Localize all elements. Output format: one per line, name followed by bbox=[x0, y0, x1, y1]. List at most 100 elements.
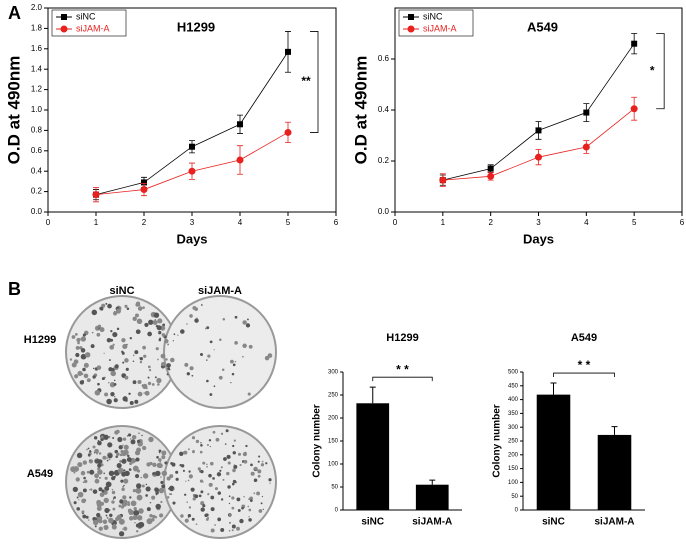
colony-spot bbox=[98, 487, 103, 492]
colony-spot bbox=[185, 480, 187, 482]
colony-spot bbox=[157, 383, 160, 386]
bar bbox=[415, 484, 449, 510]
bar bbox=[597, 434, 632, 510]
colony-spot bbox=[92, 367, 95, 370]
colony-spot bbox=[83, 362, 89, 368]
colony-spot bbox=[89, 469, 95, 475]
colony-spot bbox=[103, 472, 106, 475]
colony-spot bbox=[195, 439, 200, 444]
colony-spot bbox=[107, 453, 113, 459]
colony-spot bbox=[119, 499, 124, 504]
colony-spot bbox=[189, 314, 193, 318]
colony-spot bbox=[122, 486, 124, 488]
colony-spot bbox=[261, 495, 264, 498]
colony-spot bbox=[97, 469, 103, 475]
colony-spot bbox=[195, 523, 198, 526]
colony-spot bbox=[216, 472, 222, 477]
colony-spot bbox=[209, 340, 213, 344]
colony-spot bbox=[112, 436, 115, 439]
colony-spot bbox=[160, 500, 163, 504]
y-tick-label: 250 bbox=[328, 393, 339, 399]
colony-spot bbox=[106, 337, 112, 343]
marker bbox=[236, 156, 244, 164]
colony-spot bbox=[96, 512, 101, 518]
colony-spot bbox=[121, 487, 125, 492]
colony-spot bbox=[147, 331, 152, 337]
colony-spot bbox=[111, 500, 115, 504]
colony-spot bbox=[230, 381, 232, 384]
colony-spot bbox=[155, 470, 161, 477]
colony-spot bbox=[142, 383, 148, 390]
colony-spot bbox=[118, 531, 125, 537]
colony-spot bbox=[207, 493, 210, 496]
colony-spot bbox=[136, 447, 141, 453]
colony-spot bbox=[156, 325, 162, 331]
colony-spot bbox=[137, 379, 142, 385]
legend-marker bbox=[407, 25, 415, 33]
colony-spot bbox=[214, 524, 216, 526]
colony-spot bbox=[253, 492, 256, 495]
colony-spot bbox=[88, 455, 91, 458]
colony-spot bbox=[232, 444, 235, 448]
y-tick-label: 50 bbox=[511, 494, 518, 500]
marker bbox=[582, 143, 590, 151]
colony-spot bbox=[82, 367, 86, 372]
y-tick-label: 0 bbox=[515, 508, 519, 514]
colony-spot bbox=[166, 476, 171, 481]
colony-spot bbox=[129, 336, 133, 340]
colony-spot bbox=[256, 491, 260, 496]
colony-spot bbox=[242, 343, 247, 349]
colony-spot bbox=[136, 494, 143, 501]
colony-spot bbox=[147, 381, 152, 386]
colony-spot bbox=[113, 310, 116, 313]
y-tick-label: 100 bbox=[508, 480, 519, 486]
colony-spot bbox=[200, 441, 202, 444]
x-tick-label: 4 bbox=[584, 218, 589, 227]
colony-spot bbox=[111, 476, 116, 481]
colony-spot bbox=[129, 496, 132, 499]
y-tick-label: 1.8 bbox=[31, 24, 43, 33]
colony-spot bbox=[103, 497, 109, 504]
colony-spot bbox=[228, 513, 231, 517]
marker bbox=[141, 179, 147, 186]
colony-spot bbox=[160, 476, 162, 478]
colony-spot bbox=[205, 327, 207, 330]
marker bbox=[630, 105, 638, 113]
significance-bracket bbox=[310, 31, 319, 133]
colony-spot bbox=[191, 436, 196, 440]
colony-spot bbox=[188, 474, 193, 479]
colony-spot bbox=[110, 392, 115, 397]
colony-spot bbox=[206, 326, 210, 330]
colony-spot bbox=[136, 483, 142, 489]
x-tick-label: siJAM-A bbox=[594, 517, 634, 528]
colony-column-label: siNC bbox=[109, 285, 134, 297]
colony-spot bbox=[160, 480, 164, 485]
colony-spot bbox=[97, 382, 100, 386]
colony-spot bbox=[179, 451, 184, 456]
colony-spot bbox=[169, 492, 172, 496]
colony-spot bbox=[86, 378, 91, 383]
colony-spot bbox=[245, 444, 248, 448]
colony-spot bbox=[118, 518, 125, 525]
colony-spot bbox=[222, 318, 226, 321]
x-tick-label: 0 bbox=[393, 218, 398, 227]
colony-spot bbox=[102, 519, 108, 525]
colony-spot bbox=[97, 459, 103, 465]
colony-spot bbox=[267, 353, 273, 358]
colony-spot bbox=[248, 344, 253, 349]
y-tick-label: 0 bbox=[335, 508, 339, 514]
colony-spot bbox=[214, 487, 218, 491]
plate bbox=[163, 425, 277, 539]
colony-spot bbox=[113, 496, 116, 499]
colony-spot bbox=[173, 333, 176, 336]
colony-spot bbox=[98, 452, 102, 455]
colony-spot bbox=[149, 461, 153, 466]
y-axis-label: O.D at 490nm bbox=[4, 56, 23, 165]
colony-spot bbox=[217, 491, 221, 495]
colony-spot bbox=[109, 513, 113, 518]
colony-spot bbox=[206, 359, 208, 361]
colony-spot bbox=[123, 444, 129, 450]
colony-spot bbox=[111, 488, 114, 491]
significance-bracket bbox=[656, 33, 665, 110]
colony-spot bbox=[262, 508, 264, 511]
